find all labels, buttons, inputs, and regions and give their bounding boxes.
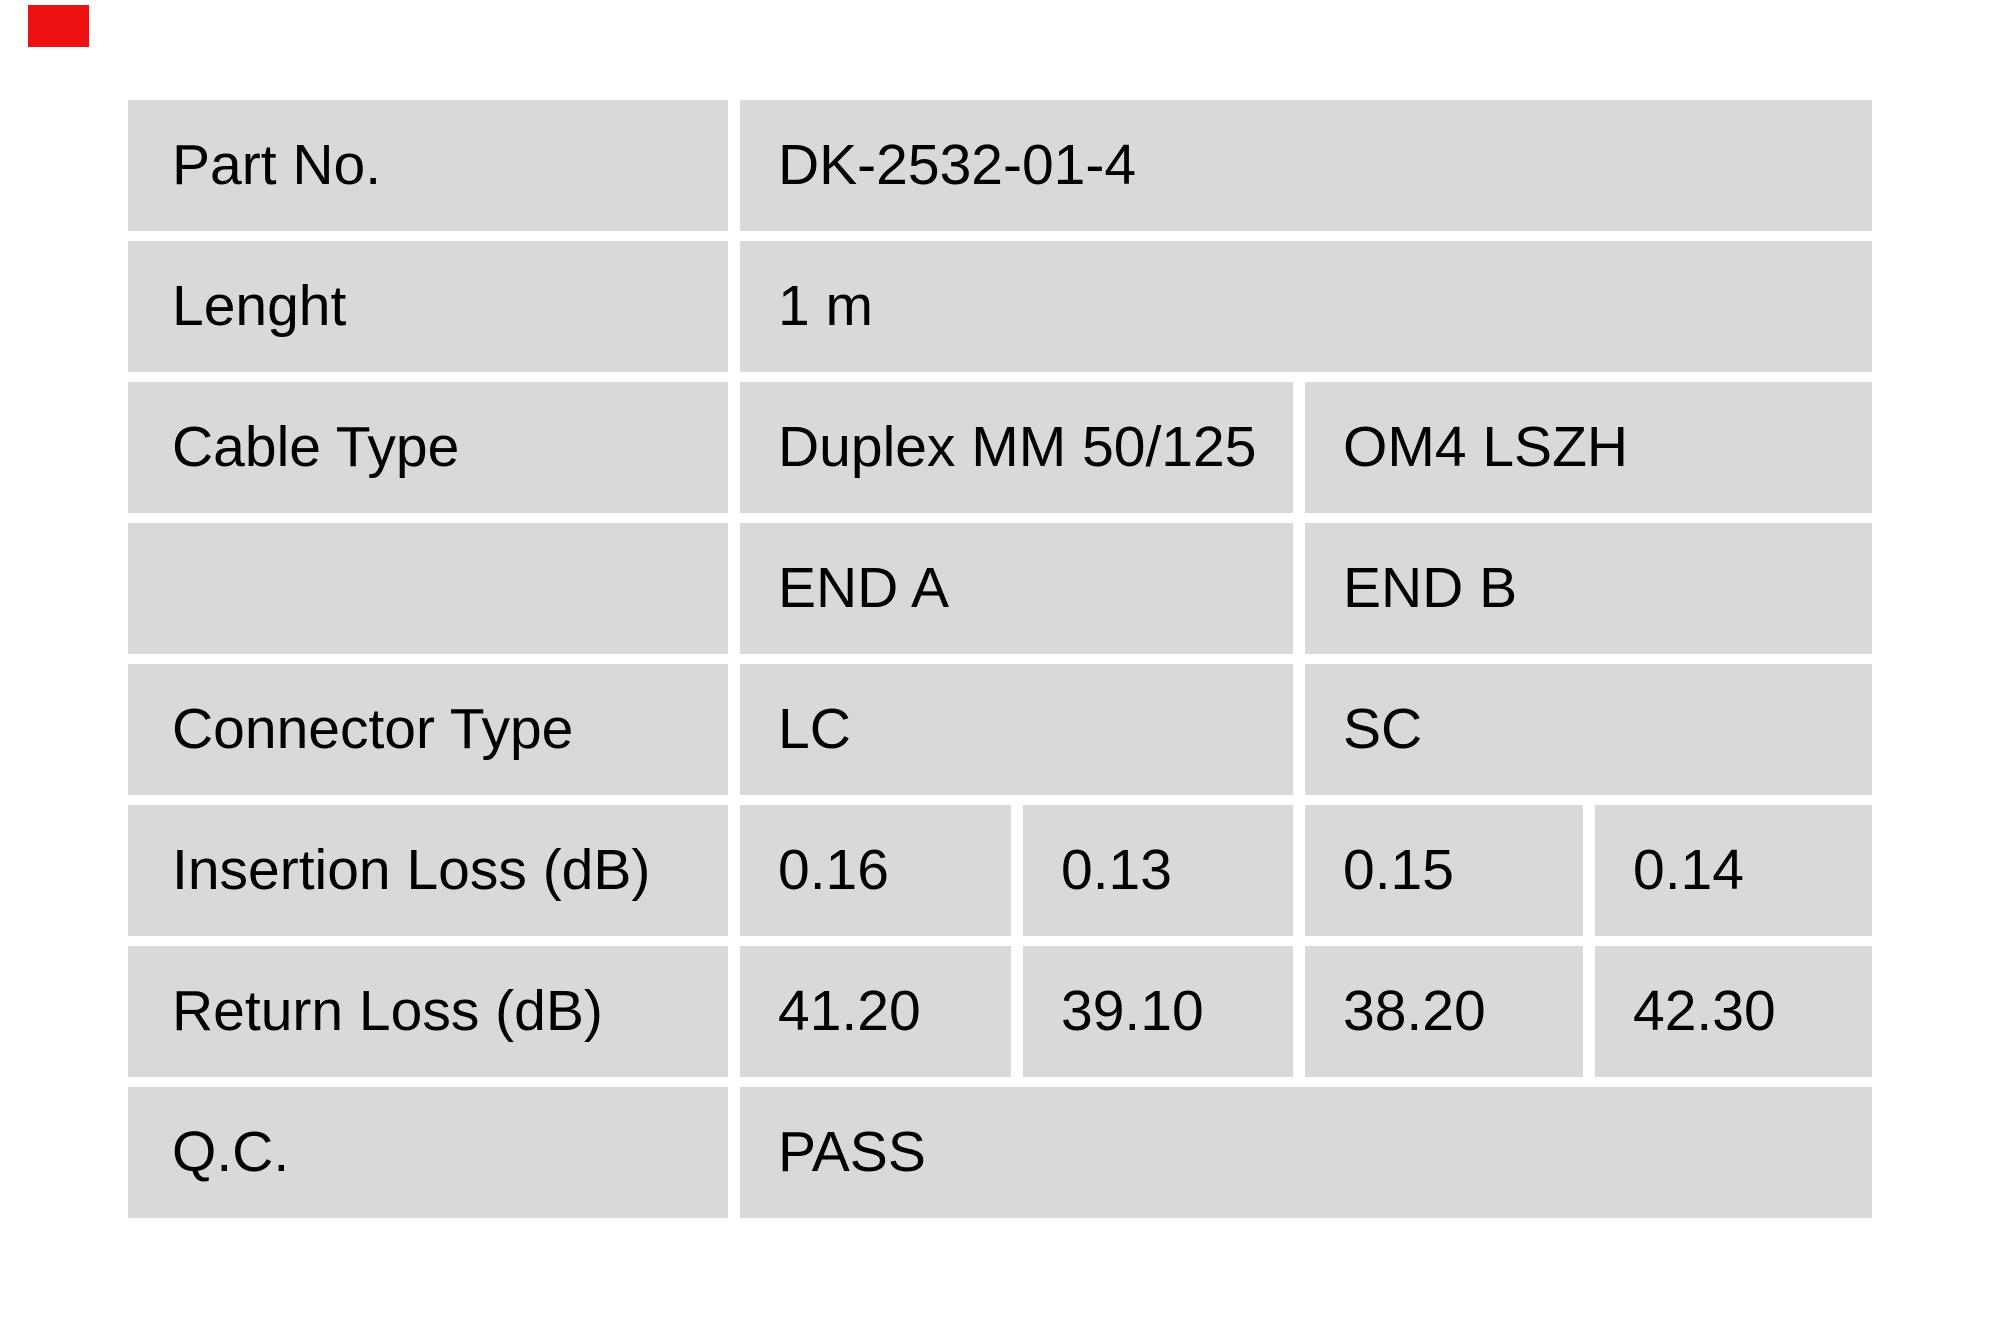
insertion-loss-end-b-fiber2-cell: 0.14	[1595, 805, 1872, 936]
connector-type-label-cell: Connector Type	[128, 664, 728, 795]
insertion-loss-end-a-fiber1-cell: 0.16	[740, 805, 1011, 936]
ends-header-empty-cell	[128, 523, 728, 654]
connector-type-end-a-cell: LC	[740, 664, 1293, 795]
insertion-loss-end-a-fiber2-cell: 0.13	[1023, 805, 1293, 936]
return-loss-end-b-fiber2-cell: 42.30	[1595, 946, 1872, 1077]
qc-value-cell: PASS	[740, 1087, 1872, 1218]
return-loss-end-a-fiber1-cell: 41.20	[740, 946, 1011, 1077]
length-label-cell: Lenght	[128, 241, 728, 372]
cable-type-end-a-cell: Duplex MM 50/125	[740, 382, 1293, 513]
return-loss-label-cell: Return Loss (dB)	[128, 946, 728, 1077]
cable-type-end-b-cell: OM4 LSZH	[1305, 382, 1872, 513]
insertion-loss-label-cell: Insertion Loss (dB)	[128, 805, 728, 936]
cable-spec-table: Part No. DK-2532-01-4 Lenght 1 m Cable T…	[128, 100, 1872, 1218]
qc-label-cell: Q.C.	[128, 1087, 728, 1218]
part-no-label-cell: Part No.	[128, 100, 728, 231]
red-marker	[28, 5, 89, 47]
return-loss-end-b-fiber1-cell: 38.20	[1305, 946, 1583, 1077]
length-value-cell: 1 m	[740, 241, 1872, 372]
end-b-header-cell: END B	[1305, 523, 1872, 654]
part-no-value-cell: DK-2532-01-4	[740, 100, 1872, 231]
insertion-loss-end-b-fiber1-cell: 0.15	[1305, 805, 1583, 936]
return-loss-end-a-fiber2-cell: 39.10	[1023, 946, 1293, 1077]
cable-type-label-cell: Cable Type	[128, 382, 728, 513]
connector-type-end-b-cell: SC	[1305, 664, 1872, 795]
end-a-header-cell: END A	[740, 523, 1293, 654]
